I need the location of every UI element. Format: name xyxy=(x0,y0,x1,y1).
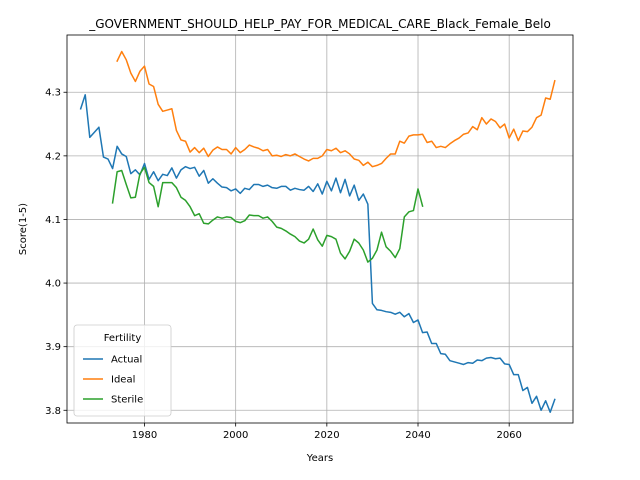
series-line-actual xyxy=(79,94,556,413)
x-tick-label: 2020 xyxy=(314,430,339,441)
x-tick-label: 2000 xyxy=(223,430,248,441)
x-axis: 1980 2000 2020 2040 2060 xyxy=(132,423,522,441)
y-tick-label: 3.8 xyxy=(45,406,61,417)
legend-label-ideal: Ideal xyxy=(111,375,135,386)
x-tick-label: 2040 xyxy=(405,430,430,441)
x-tick-label: 1980 xyxy=(132,430,157,441)
legend-title: Fertility xyxy=(104,333,142,344)
y-tick-label: 4.0 xyxy=(45,279,61,290)
y-tick-label: 3.9 xyxy=(45,342,61,353)
series-lines xyxy=(79,50,556,413)
y-axis: 3.8 3.9 4.0 4.1 4.2 4.3 xyxy=(45,88,67,417)
y-tick-label: 4.1 xyxy=(45,215,61,226)
legend-label-actual: Actual xyxy=(111,355,142,366)
y-axis-label: Score(1-5) xyxy=(18,203,29,255)
legend-label-sterile: Sterile xyxy=(111,395,143,406)
chart-title: _GOVERNMENT_SHOULD_HELP_PAY_FOR_MEDICAL_… xyxy=(88,17,551,31)
x-tick-label: 2060 xyxy=(496,430,521,441)
legend-box xyxy=(73,324,172,417)
series-line-sterile xyxy=(111,166,424,263)
y-tick-label: 4.3 xyxy=(45,88,61,99)
y-tick-label: 4.2 xyxy=(45,151,61,162)
x-axis-label: Years xyxy=(306,453,333,464)
series-line-ideal xyxy=(116,50,556,168)
plot-frame xyxy=(66,34,574,424)
legend: Fertility Actual Ideal Sterile xyxy=(73,324,172,417)
